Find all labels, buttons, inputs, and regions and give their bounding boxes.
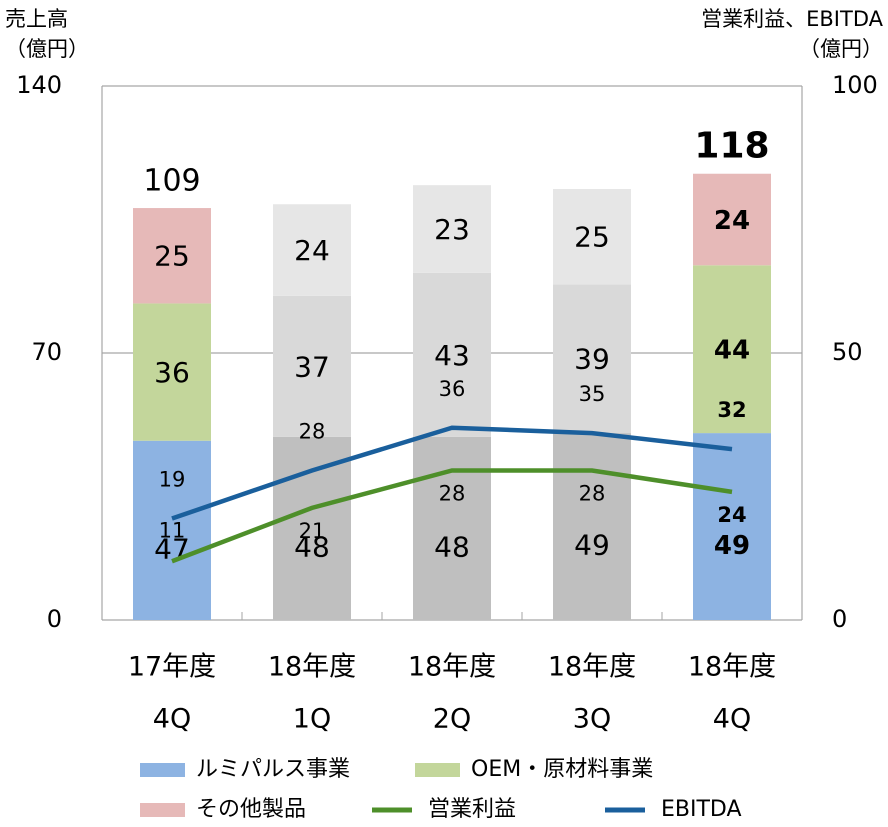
line-value-label: 11 [159,518,186,542]
total-label: 118 [694,126,769,167]
legend-label: EBITDA [661,797,742,822]
x-tick-label: 4Q [153,704,191,735]
y2-tick-label: 0 [832,605,847,633]
bar-segment [693,173,771,266]
bar-value-label: 37 [294,350,330,383]
legend-swatch [140,763,185,777]
bar-value-label: 49 [714,531,750,561]
bar-value-label: 25 [574,221,610,254]
bar-value-label: 25 [154,240,190,273]
bar-value-label: 48 [294,530,330,563]
y2-axis-label: （億円） [799,37,883,61]
line-value-label: 36 [439,377,466,401]
bar-value-label: 44 [714,336,750,366]
bar-segment [273,436,351,620]
x-tick-label: 3Q [573,704,611,735]
x-tick-label: 4Q [713,704,751,735]
line-value-label: 24 [717,503,746,527]
bar-segment [273,204,351,296]
x-tick-label: 17年度 [128,652,216,683]
y-axis-label: 売上高 [5,7,68,31]
bar-value-label: 24 [294,234,330,267]
y2-tick-label: 50 [832,338,863,366]
legend-swatch [140,803,185,817]
bar-segment [413,272,491,437]
legend-label: その他製品 [196,797,306,822]
bar-segment [693,433,771,620]
bar-value-label: 49 [574,529,610,562]
line-value-label: 28 [299,419,326,443]
line-value-label: 35 [579,382,606,406]
bar-segment [413,185,491,273]
legend-label: ルミパルス事業 [196,757,350,782]
line-value-label: 28 [439,481,466,505]
y2-axis-label: 営業利益、EBITDA [701,7,883,31]
line-series [171,425,733,521]
total-label: 109 [143,164,200,199]
bar-segment [133,440,211,620]
x-tick-label: 18年度 [688,652,776,683]
bar-segment [413,436,491,620]
bar-value-label: 48 [434,530,470,563]
x-tick-label: 18年度 [548,652,636,683]
y2-tick-label: 100 [832,71,878,99]
x-tick-label: 1Q [293,704,331,735]
bar-value-label: 23 [434,213,470,246]
bar-segment [553,433,631,620]
line-value-label: 21 [299,519,326,543]
x-tick-label: 2Q [433,704,471,735]
x-tick-label: 18年度 [408,652,496,683]
line-value-label: 28 [579,481,606,505]
bar-value-label: 43 [434,339,470,372]
bar-segment [273,295,351,437]
bar-segment [553,284,631,434]
line-value-label: 32 [717,398,746,422]
bar-segment [133,303,211,441]
x-tick-label: 18年度 [268,652,356,683]
legend-label: 営業利益 [428,797,516,822]
y-tick-label: 70 [31,338,62,366]
bar-segment [693,265,771,434]
legend-label: OEM・原材料事業 [471,757,653,782]
y-tick-label: 140 [16,71,62,99]
bar-value-label: 36 [154,356,190,389]
bar-value-label: 39 [574,343,610,376]
line-series [171,468,733,564]
line-value-label: 19 [159,468,186,492]
legend-swatch [415,763,460,777]
bar-segment [553,188,631,285]
y-axis-label: （億円） [5,37,89,61]
bar-segment [133,208,211,304]
y-tick-label: 0 [47,605,62,633]
bar-value-label: 24 [714,206,750,236]
